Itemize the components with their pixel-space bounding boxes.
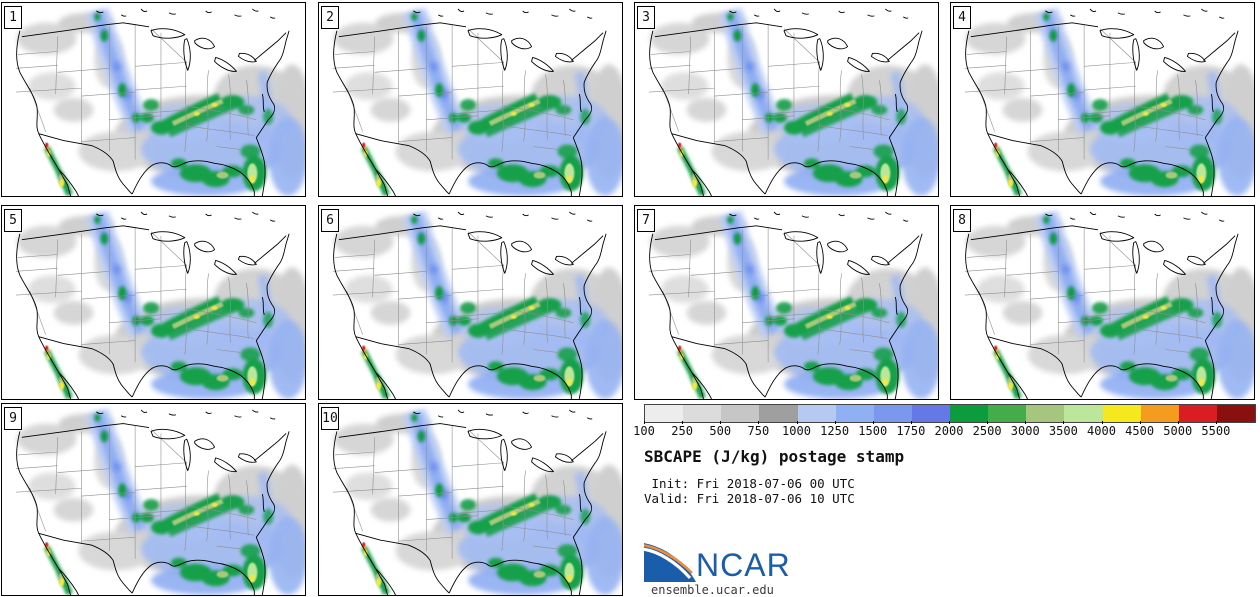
colorbar-tick-mark <box>720 421 722 424</box>
colorbar-tick-mark <box>1215 421 1217 424</box>
colorbar-tick-label: 1750 <box>896 424 926 438</box>
member-number-badge: 7 <box>637 209 655 232</box>
member-number-badge: 5 <box>4 209 22 232</box>
cape-map <box>2 206 305 399</box>
valid-line: Valid: Fri 2018-07-06 10 UTC <box>644 491 855 506</box>
cape-map <box>635 206 938 399</box>
member-panel-4[interactable]: 4 <box>950 2 1255 197</box>
plot-title: SBCAPE (J/kg) postage stamp <box>644 447 905 466</box>
colorbar-segment <box>988 405 1027 422</box>
colorbar-tick-mark <box>1101 421 1103 424</box>
colorbar-tick-label: 100 <box>633 424 655 438</box>
colorbar-tick-label: 1250 <box>820 424 850 438</box>
colorbar <box>644 404 1256 423</box>
colorbar-tick-mark <box>682 421 684 424</box>
colorbar-tick-mark <box>796 421 798 424</box>
colorbar-segment <box>1140 405 1179 422</box>
member-number: 1 <box>9 10 17 25</box>
cape-map <box>635 3 938 196</box>
colorbar-segment <box>759 405 798 422</box>
member-number: 3 <box>642 10 650 25</box>
member-number: 9 <box>9 411 17 426</box>
colorbar-segment <box>645 405 684 422</box>
colorbar-ticks: 100 250 500 750 1000 1250 1500 1750 2000 2500 3000… <box>633 421 1254 441</box>
colorbar-tick-label: 2000 <box>934 424 964 438</box>
colorbar-tick-label: 1500 <box>858 424 888 438</box>
colorbar-tick-label: 500 <box>709 424 732 438</box>
member-number-badge: 3 <box>637 6 655 29</box>
colorbar-tick-mark <box>1139 421 1141 424</box>
colorbar-segment <box>873 405 912 422</box>
colorbar-tick-mark <box>1063 421 1065 424</box>
member-panel-6[interactable]: 6 <box>318 205 623 400</box>
member-number-badge: 10 <box>321 407 339 430</box>
legend-block: 100 250 500 750 1000 1250 1500 1750 2000 2500 3000… <box>633 403 1260 597</box>
colorbar-segment <box>950 405 989 422</box>
member-number: 8 <box>958 213 966 228</box>
member-panel-9[interactable]: 9 <box>1 403 306 596</box>
ncar-logo-icon <box>644 541 696 582</box>
member-number-badge: 6 <box>321 209 339 232</box>
member-number-badge: 4 <box>953 6 971 29</box>
colorbar-segment <box>797 405 836 422</box>
colorbar-segment <box>911 405 950 422</box>
cape-map <box>319 3 622 196</box>
colorbar-segment <box>721 405 760 422</box>
colorbar-tick-label: 5500 <box>1201 424 1231 438</box>
cape-map <box>951 3 1254 196</box>
member-panel-10[interactable]: 10 <box>318 403 623 596</box>
colorbar-tick-mark <box>910 421 912 424</box>
colorbar-tick-label: 2500 <box>972 424 1002 438</box>
colorbar-tick-mark <box>644 421 645 424</box>
init-line: Init: Fri 2018-07-06 00 UTC <box>644 476 855 491</box>
ncar-logo-text: NCAR <box>696 547 791 583</box>
member-number: 6 <box>326 213 334 228</box>
colorbar-tick-mark <box>834 421 836 424</box>
member-number-badge: 2 <box>321 6 339 29</box>
colorbar-tick-label: 3500 <box>1048 424 1078 438</box>
colorbar-segment <box>1216 405 1255 422</box>
colorbar-segment <box>1178 405 1217 422</box>
init-valid-text: Init: Fri 2018-07-06 00 UTC Valid: Fri 2… <box>644 476 855 506</box>
member-panel-7[interactable]: 7 <box>634 205 939 400</box>
member-number: 2 <box>326 10 334 25</box>
member-number-badge: 1 <box>4 6 22 29</box>
colorbar-segment <box>1026 405 1065 422</box>
cape-map <box>319 206 622 399</box>
colorbar-segment <box>1102 405 1141 422</box>
member-number: 10 <box>322 411 338 426</box>
cape-map <box>2 3 305 196</box>
member-panel-2[interactable]: 2 <box>318 2 623 197</box>
member-number-badge: 8 <box>953 209 971 232</box>
colorbar-tick-label: 250 <box>671 424 693 438</box>
colorbar-tick-mark <box>987 421 989 424</box>
colorbar-tick-mark <box>872 421 874 424</box>
member-panel-8[interactable]: 8 <box>950 205 1255 400</box>
colorbar-tick-label: 750 <box>747 424 770 438</box>
cape-map <box>2 404 305 595</box>
colorbar-tick-label: 4500 <box>1125 424 1155 438</box>
colorbar-segment <box>683 405 722 422</box>
colorbar-segment <box>1064 405 1103 422</box>
member-panel-1[interactable]: 1 <box>1 2 306 197</box>
colorbar-tick-mark <box>1025 421 1027 424</box>
member-number: 4 <box>958 10 966 25</box>
site-url[interactable]: ensemble.ucar.edu <box>651 583 774 597</box>
colorbar-tick-mark <box>1177 421 1179 424</box>
colorbar-tick-mark <box>949 421 950 424</box>
cape-map <box>951 206 1254 399</box>
colorbar-segment <box>835 405 874 422</box>
member-number: 5 <box>9 213 17 228</box>
cape-map <box>319 404 622 595</box>
member-number: 7 <box>642 213 650 228</box>
colorbar-tick-label: 3000 <box>1010 424 1040 438</box>
member-number-badge: 9 <box>4 407 22 430</box>
member-panel-5[interactable]: 5 <box>1 205 306 400</box>
colorbar-tick-mark <box>758 421 760 424</box>
colorbar-tick-label: 5000 <box>1163 424 1193 438</box>
member-panel-3[interactable]: 3 <box>634 2 939 197</box>
colorbar-tick-label: 1000 <box>782 424 811 438</box>
colorbar-tick-label: 4000 <box>1087 424 1116 438</box>
